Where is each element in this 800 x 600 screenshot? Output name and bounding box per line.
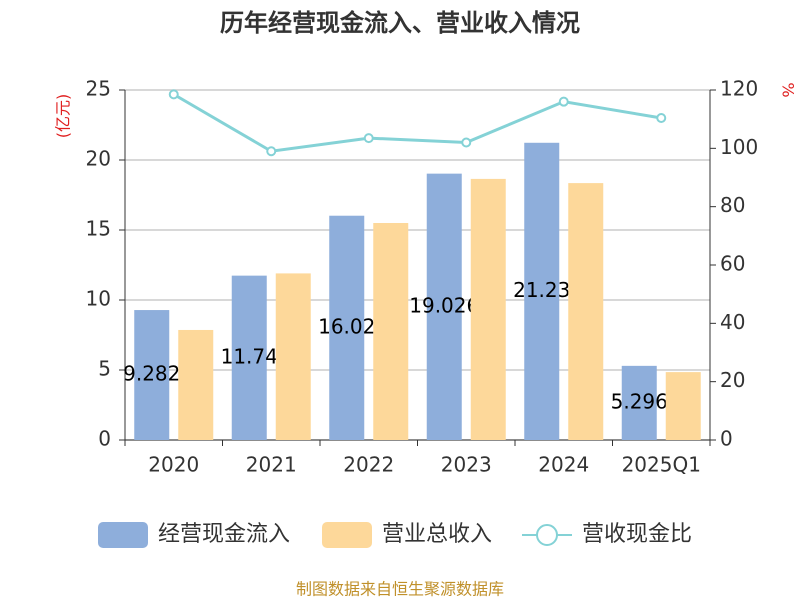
bar [134,310,170,440]
y2-tick-label: 60 [720,252,745,276]
line-point [656,113,667,123]
bar [275,273,311,440]
y2-tick-label: 80 [720,193,745,217]
y2-tick-label: 20 [720,368,745,392]
data-label: 19.026 [409,293,479,317]
line-point [266,146,277,157]
data-label: 9.282 [123,362,180,386]
y2-tick-label: 40 [720,310,745,334]
bar [470,178,506,440]
line [172,93,662,153]
y-tick-label: 15 [86,217,111,241]
x-tick-label: 2025Q1 [622,453,701,477]
y-tick-label: 25 [86,77,111,101]
line-point [558,96,569,107]
bar [426,173,462,441]
y2-axis-label: % [779,82,798,97]
data-label: 16.02 [318,314,375,338]
bar [621,365,657,440]
y-tick-label: 5 [98,357,111,381]
bar [568,183,604,440]
x-tick-label: 2020 [148,453,199,477]
legend-swatch [322,522,372,548]
y-tick-label: 0 [98,427,111,451]
bar [373,223,409,440]
y-axis-label: (亿元) [54,94,73,139]
bar [329,215,365,440]
data-label: 5.296 [611,389,668,413]
line-point [363,133,374,144]
source-note: 制图数据来自恒生聚源数据库 [296,580,504,599]
x-tick-label: 2024 [538,453,589,477]
y2-tick-label: 0 [720,427,733,451]
y-tick-label: 20 [86,147,111,171]
bar [665,372,701,440]
legend-swatch [98,522,148,548]
chart-title: 历年经营现金流入、营业收入情况 [220,9,580,37]
data-label: 11.74 [221,344,278,368]
y2-tick-label: 100 [720,135,758,159]
bar [178,329,214,440]
x-tick-label: 2023 [441,453,492,477]
legend-label: 经营现金流入 [158,522,290,547]
legend-label: 营收现金比 [582,522,692,547]
bar [231,275,267,440]
legend-label: 营业总收入 [382,522,492,547]
x-tick-label: 2022 [343,453,394,477]
y-tick-label: 10 [86,287,111,311]
data-label: 21.23 [513,278,570,302]
line-point [168,89,179,100]
x-tick-label: 2021 [246,453,297,477]
bar [524,142,560,440]
line-point [461,137,472,148]
y2-tick-label: 120 [720,77,758,101]
legend-swatch [536,524,558,546]
